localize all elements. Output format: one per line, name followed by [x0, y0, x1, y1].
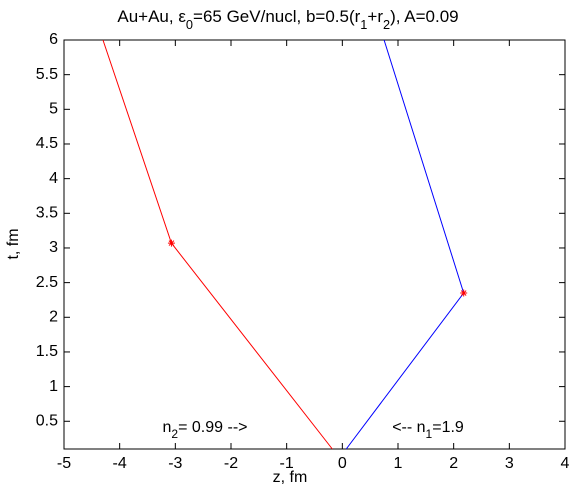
- annotation: <-- n1=1.9: [392, 419, 464, 441]
- y-tick-label: 2: [49, 309, 58, 326]
- series-line: [102, 39, 333, 450]
- y-tick-label: 4: [49, 170, 58, 187]
- x-tick-label: 4: [561, 455, 570, 472]
- y-tick-label: 1.5: [36, 343, 58, 360]
- plot-frame: [63, 39, 566, 450]
- x-tick-label: -5: [57, 455, 71, 472]
- x-tick-label: 3: [505, 455, 514, 472]
- annotation-part: n: [163, 419, 172, 436]
- y-tick-label: 3: [49, 239, 58, 256]
- y-axis-label: t, fm: [5, 228, 22, 259]
- y-tick-label: 2.5: [36, 274, 58, 291]
- x-tick-label: 1: [394, 455, 403, 472]
- chart-title-part: 0: [186, 17, 193, 32]
- y-tick-label: 5.5: [36, 66, 58, 83]
- annotation-part: <-- n: [392, 419, 425, 436]
- y-tick-label: 0.5: [36, 412, 58, 429]
- chart-title: Au+Au, ε0=65 GeV/nucl, b=0.5(r1+r2), A=0…: [117, 7, 458, 31]
- x-tick-label: -3: [168, 455, 182, 472]
- series-line: [345, 39, 465, 450]
- y-tick-label: 1: [49, 378, 58, 395]
- annotation: n2= 0.99 -->: [163, 419, 248, 441]
- chart-title-part: ), A=0.09: [390, 7, 459, 26]
- chart-title-part: Au+Au, ε: [117, 7, 186, 26]
- x-tick-label: -4: [113, 455, 127, 472]
- annotation-part: 2: [171, 427, 178, 441]
- x-tick-label: -2: [224, 455, 238, 472]
- annotation-part: =1.9: [432, 419, 464, 436]
- chart-title-part: 1: [360, 17, 367, 32]
- x-axis-label: z, fm: [273, 469, 308, 486]
- chart-title-part: +r: [367, 7, 383, 26]
- y-tick-label: 6: [49, 31, 58, 48]
- point-marker: [167, 239, 175, 247]
- annotation-part: = 0.99 -->: [178, 419, 247, 436]
- y-tick-label: 5: [49, 101, 58, 118]
- y-tick-label: 3.5: [36, 205, 58, 222]
- x-tick-label: -1: [280, 455, 294, 472]
- x-tick-label: 0: [338, 455, 347, 472]
- chart-title-part: =65 GeV/nucl, b=0.5(r: [193, 7, 361, 26]
- y-tick-label: 4.5: [36, 135, 58, 152]
- chart-title-part: 2: [383, 17, 390, 32]
- point-marker: [460, 289, 468, 297]
- annotation-part: 1: [426, 427, 433, 441]
- x-tick-label: 2: [449, 455, 458, 472]
